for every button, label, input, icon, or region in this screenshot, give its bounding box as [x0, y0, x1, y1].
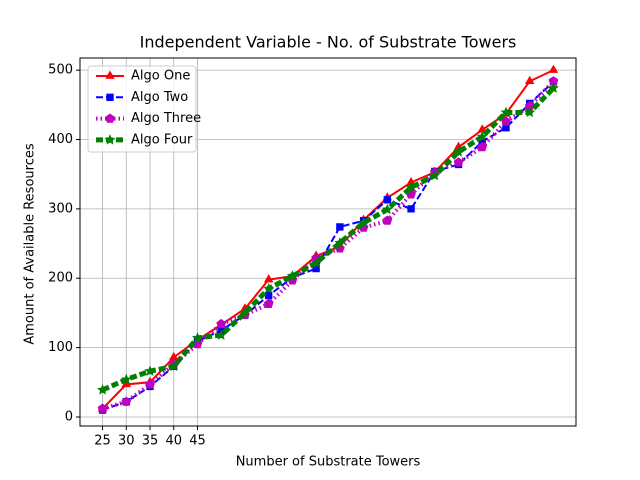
legend: Algo One Algo Two Algo Three Algo Four [87, 65, 201, 153]
axes-frame [79, 57, 577, 427]
marker [336, 223, 344, 231]
marker [547, 82, 559, 93]
marker [263, 282, 275, 294]
legend-box [87, 65, 197, 153]
y-tick-label: 0 [65, 409, 73, 424]
marker [263, 298, 274, 309]
y-tick-label: 500 [48, 63, 73, 78]
marker [105, 70, 115, 79]
marker [97, 384, 109, 395]
marker [97, 403, 108, 413]
marker [477, 142, 488, 152]
legend-label: Algo Three [131, 111, 201, 126]
y-tick-label: 100 [48, 340, 73, 355]
x-tick-label: 35 [142, 434, 159, 449]
marker [106, 93, 114, 101]
marker [239, 307, 251, 318]
marker [407, 205, 415, 213]
legend-label: Algo One [131, 69, 190, 84]
series-line [101, 86, 556, 393]
y-tick-label: 200 [48, 271, 73, 286]
marker [382, 215, 393, 225]
marker [524, 106, 536, 118]
marker [381, 203, 393, 215]
marker [120, 373, 132, 385]
marker [310, 257, 322, 268]
x-tick-label: 40 [165, 434, 182, 449]
y-tick-label: 400 [48, 132, 73, 147]
x-tick-label: 45 [189, 434, 206, 449]
marker [358, 216, 370, 228]
legend-label: Algo Four [131, 132, 193, 147]
marker [453, 146, 465, 157]
marker [500, 106, 512, 118]
x-tick-label: 25 [94, 434, 111, 449]
marker [286, 270, 298, 281]
x-axis-label: Number of Substrate Towers [236, 455, 421, 470]
marker [121, 396, 132, 406]
marker [524, 75, 535, 84]
marker [548, 64, 559, 73]
marker [144, 365, 156, 376]
marker [429, 169, 441, 181]
marker [476, 130, 488, 142]
plot-area [97, 64, 559, 414]
marker [145, 379, 155, 389]
marker [334, 237, 346, 248]
marker [405, 181, 417, 193]
marker [263, 274, 274, 283]
marker [216, 318, 227, 329]
marker [105, 113, 115, 123]
chart-title: Independent Variable - No. of Substrate … [140, 33, 517, 52]
marker [264, 291, 273, 300]
marker [168, 360, 180, 372]
marker [215, 329, 227, 340]
marker [191, 332, 203, 343]
marker [453, 157, 464, 167]
y-axis-label: Amount of Available Resources [23, 143, 38, 344]
y-tick-label: 300 [48, 201, 73, 216]
marker [104, 134, 116, 145]
legend-label: Algo Two [131, 90, 188, 105]
marker [383, 196, 392, 204]
x-tick-label: 30 [118, 434, 135, 449]
